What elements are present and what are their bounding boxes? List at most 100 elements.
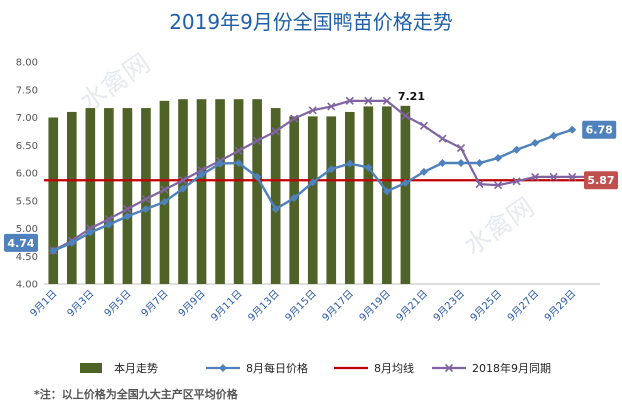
x-marker-stroke (104, 214, 113, 224)
y-tick-label: 7.50 (16, 85, 38, 96)
x-marker-stroke (345, 96, 354, 105)
legend-item: 8月每日价格 (206, 361, 308, 375)
x-marker-stroke (271, 127, 280, 136)
bar-series (48, 99, 411, 285)
daily-price-point (179, 184, 187, 193)
x-marker-stroke (512, 177, 521, 186)
bar (363, 106, 374, 285)
legend-label: 本月走势 (114, 361, 158, 375)
line-series (44, 96, 600, 255)
last-year-point (123, 205, 132, 214)
bar (400, 105, 411, 284)
x-marker-stroke (549, 172, 558, 181)
x-marker-stroke (364, 96, 373, 105)
x-marker-stroke (531, 172, 540, 181)
last-year-point (104, 214, 113, 224)
footnote: *注：以上价格为全国九大主产区平均价格 (34, 388, 238, 401)
y-tick-label: 5.50 (16, 196, 38, 207)
daily-price-point (345, 159, 354, 168)
last-year-point (290, 114, 299, 123)
daily-price-point (475, 159, 484, 168)
y-tick-label: 4.00 (16, 280, 38, 291)
x-tick-label: 9月27日 (505, 288, 541, 324)
x-tick-label: 9月29日 (542, 288, 578, 324)
daily-price-point (549, 131, 558, 140)
x-marker-stroke (438, 134, 447, 143)
bar (48, 117, 59, 284)
daily-price-point (290, 193, 299, 202)
daily-price-point (401, 178, 410, 187)
daily-price-point (197, 170, 206, 179)
last-year-point (178, 176, 188, 185)
x-tick-label: 9月3日 (65, 288, 97, 320)
last-year-point (475, 180, 484, 189)
daily-price-point (67, 238, 76, 247)
watermark-text: 水禽网 (75, 48, 156, 117)
legend-marker (444, 363, 454, 373)
bar (159, 100, 170, 284)
x-marker-stroke (234, 146, 243, 155)
daily-price-point (364, 163, 373, 172)
y-tick-label: 8.00 (16, 58, 38, 69)
legend-swatch (80, 363, 102, 373)
last-year-point (382, 96, 391, 105)
x-tick-label: 9月13日 (246, 288, 282, 324)
daily-price-point (457, 159, 465, 168)
x-tick-label: 9月9日 (176, 288, 208, 320)
bar (233, 99, 244, 284)
bar (270, 108, 281, 284)
x-tick-label: 9月19日 (357, 288, 393, 324)
x-tick-label: 9月5日 (102, 288, 134, 320)
data-labels: 7.21 4.74 6.78 5.87 (4, 90, 618, 252)
last-year-point (160, 185, 169, 194)
last-year-point (364, 96, 373, 105)
daily-price-point (253, 172, 262, 181)
last-year-point (549, 172, 558, 181)
bar (85, 108, 96, 284)
x-marker-stroke (475, 180, 484, 189)
bar (252, 99, 262, 284)
x-marker-stroke (197, 166, 206, 175)
daily-price-point (494, 154, 503, 163)
last-year-line (52, 99, 591, 252)
last-year-point (141, 195, 150, 204)
last-year-point (438, 134, 447, 143)
x-tick-label: 9月1日 (28, 288, 60, 320)
x-marker-stroke (290, 114, 299, 123)
bar (66, 111, 77, 284)
y-tick-label: 7.00 (16, 113, 38, 124)
daily-price-point (327, 165, 336, 174)
x-marker-stroke (123, 205, 132, 214)
callout-label: 6.78 (586, 124, 613, 137)
y-tick-label: 4.50 (16, 252, 38, 263)
daily-price-point (382, 187, 391, 196)
last-year-point (568, 172, 577, 181)
daily-price-point (531, 139, 540, 148)
legend-label: 8月均线 (374, 361, 414, 375)
x-marker-stroke (382, 96, 391, 105)
bar (215, 99, 225, 284)
last-year-point (327, 102, 336, 111)
daily-price-point (216, 159, 225, 168)
bar (104, 108, 114, 284)
bar-value-label: 7.21 (398, 90, 425, 103)
daily-price-point (104, 220, 113, 229)
callout-box (582, 120, 617, 139)
daily-price-point (308, 178, 317, 187)
bar (307, 116, 318, 284)
last-year-point (419, 121, 428, 130)
x-tick-label: 9月15日 (283, 288, 319, 324)
x-marker-stroke (419, 121, 428, 130)
x-tick-label: 9月23日 (431, 288, 467, 324)
daily-price-point (568, 125, 577, 134)
bar (141, 108, 151, 284)
legend-label: 2018年9月同期 (472, 361, 551, 375)
daily-price-point (86, 228, 95, 237)
callout-label: 4.74 (7, 237, 34, 250)
x-marker-stroke (160, 185, 169, 194)
last-year-point (253, 136, 262, 145)
x-tick-label: 9月25日 (468, 288, 504, 324)
x-marker-stroke (456, 143, 466, 153)
last-year-point (308, 106, 317, 115)
y-tick-label: 6.50 (16, 141, 38, 152)
